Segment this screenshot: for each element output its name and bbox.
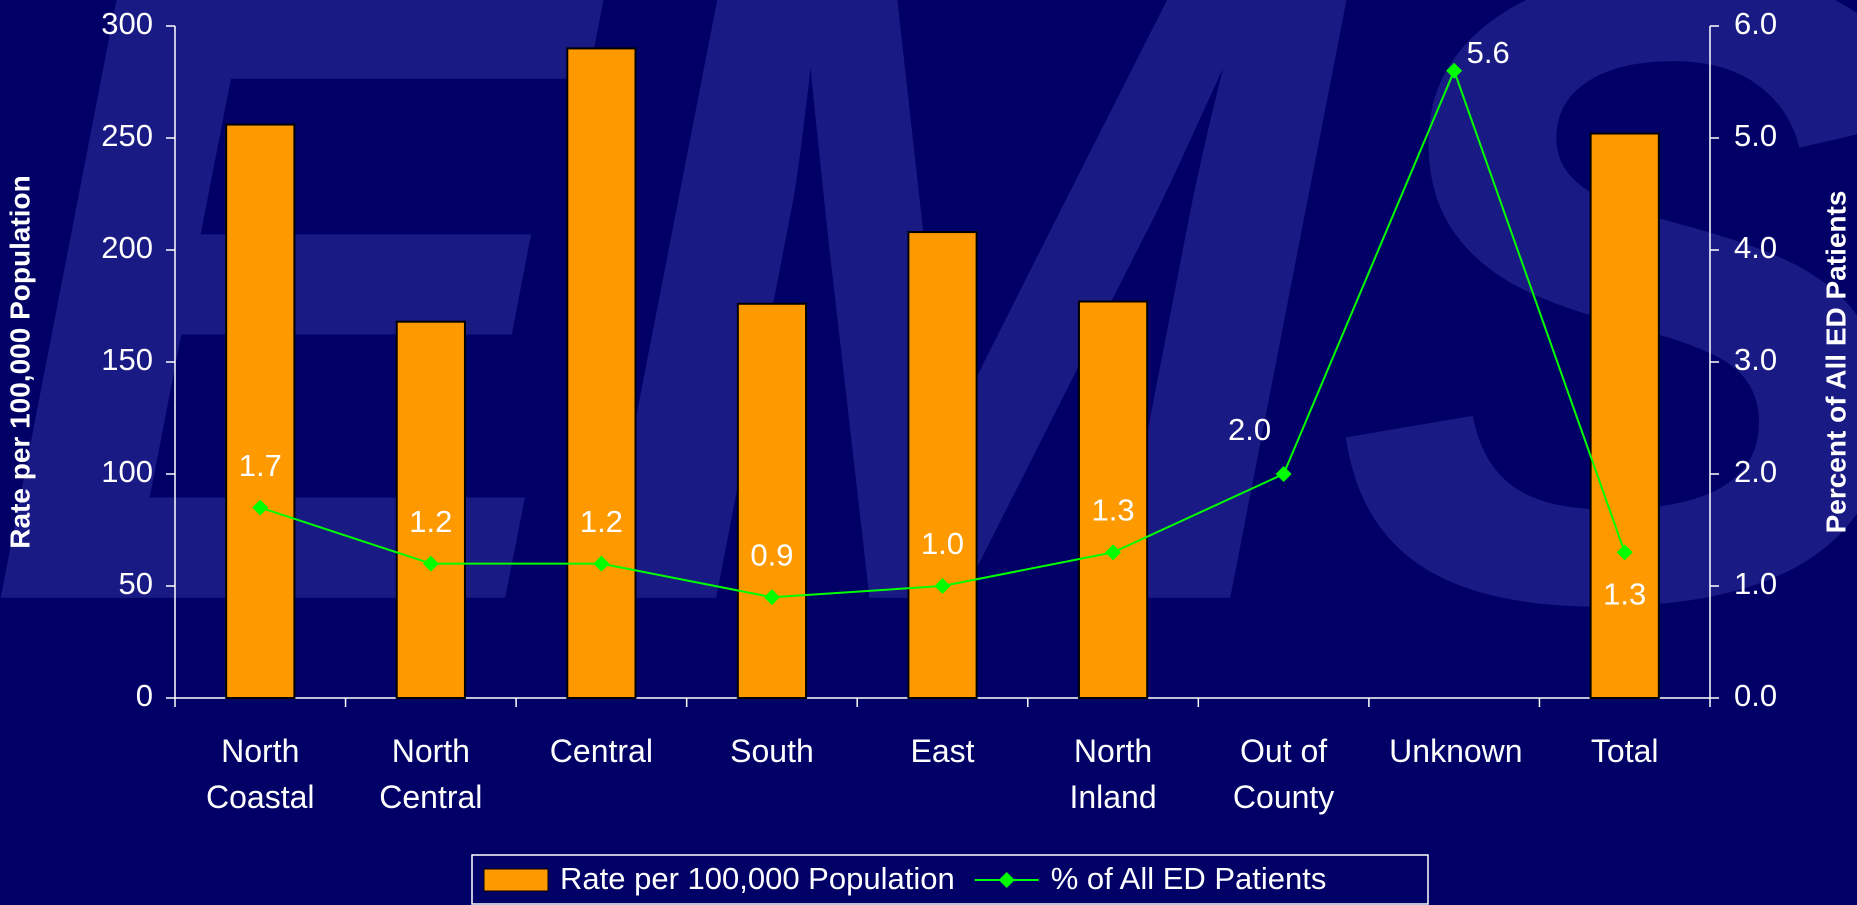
bar	[908, 232, 976, 698]
value-label: 5.6	[1467, 35, 1510, 70]
bar	[1591, 134, 1659, 698]
x-tick-label: North Inland	[1048, 728, 1178, 820]
bar	[738, 304, 806, 698]
legend-label: Rate per 100,000 Population	[560, 861, 955, 896]
y-tick-label: 300	[101, 6, 153, 41]
x-tick-label: Central	[536, 728, 666, 774]
value-label: 1.3	[1603, 577, 1646, 612]
legend: Rate per 100,000 Population % of All ED P…	[472, 855, 1428, 904]
legend-marker	[999, 872, 1015, 888]
bar	[567, 48, 635, 698]
y2-tick-label: 4.0	[1734, 230, 1777, 265]
value-label: 1.3	[1092, 493, 1135, 528]
x-tick-label: Out of County	[1219, 728, 1349, 820]
y-axis-title: Rate per 100,000 Population	[4, 175, 35, 548]
y2-tick-label: 2.0	[1734, 454, 1777, 489]
value-label: 1.7	[239, 448, 282, 483]
y2-tick-label: 1.0	[1734, 566, 1777, 601]
chart: EMS Rate per 100,000 Population Percent …	[0, 0, 1857, 905]
x-tick-label: Unknown	[1389, 728, 1519, 774]
bar	[226, 125, 294, 698]
value-label: 0.9	[750, 537, 793, 572]
y-tick-label: 150	[101, 342, 153, 377]
y-tick-label: 100	[101, 454, 153, 489]
value-label: 1.0	[921, 526, 964, 561]
x-tick-label: East	[878, 728, 1008, 774]
legend-label: % of All ED Patients	[1051, 861, 1327, 896]
legend-swatch	[484, 869, 548, 891]
y2-tick-label: 6.0	[1734, 6, 1777, 41]
x-tick-label: South	[707, 728, 837, 774]
y-tick-label: 0	[136, 678, 153, 713]
y2-axis-title: Percent of All ED Patients	[1820, 191, 1851, 534]
y2-tick-label: 3.0	[1734, 342, 1777, 377]
x-tick-label: North Coastal	[195, 728, 325, 820]
value-label: 1.2	[580, 504, 623, 539]
x-tick-label: Total	[1560, 728, 1690, 774]
x-tick-label: North Central	[366, 728, 496, 820]
y-tick-label: 250	[101, 118, 153, 153]
value-label: 1.2	[409, 504, 452, 539]
y-tick-label: 200	[101, 230, 153, 265]
y-tick-label: 50	[119, 566, 153, 601]
value-label: 2.0	[1228, 412, 1271, 447]
y2-tick-label: 5.0	[1734, 118, 1777, 153]
y2-tick-label: 0.0	[1734, 678, 1777, 713]
